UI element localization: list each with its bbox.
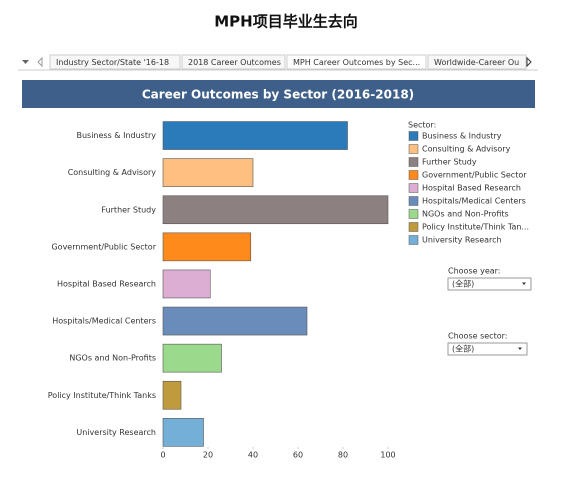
bar — [162, 418, 204, 447]
bar — [162, 306, 308, 336]
tab[interactable] — [427, 54, 527, 70]
legend-label: Policy Institute/Think Tan... — [422, 223, 529, 232]
title-banner — [22, 80, 535, 108]
y-tick-label: Hospital Based Research — [57, 279, 156, 288]
legend-swatch — [408, 144, 419, 154]
tab[interactable] — [49, 54, 181, 70]
legend-swatch — [408, 222, 419, 232]
legend-label: Hospital Based Research — [422, 184, 521, 193]
legend-swatch — [408, 131, 419, 141]
y-tick-label: University Research — [76, 428, 156, 437]
tab-label[interactable]: Worldwide-Career Ou — [434, 58, 519, 67]
tab-label[interactable]: 2018 Career Outcomes — [188, 58, 281, 67]
y-tick-label: Business & Industry — [76, 131, 156, 140]
legend-label: Hospitals/Medical Centers — [422, 197, 526, 206]
tab-next[interactable] — [526, 56, 532, 68]
legend-swatch — [408, 170, 419, 180]
legend-label: Consulting & Advisory — [422, 145, 511, 154]
y-tick-label: Further Study — [101, 205, 156, 214]
legend-swatch — [408, 209, 419, 219]
tab-prev[interactable] — [37, 56, 43, 68]
filter-value[interactable]: (全部) — [452, 279, 474, 289]
tab[interactable] — [286, 54, 427, 70]
tab[interactable] — [181, 54, 286, 70]
bar — [162, 232, 252, 262]
legend-label: University Research — [422, 236, 502, 245]
bar — [162, 380, 182, 410]
y-tick-label: Policy Institute/Think Tanks — [48, 391, 156, 400]
chart-title: Career Outcomes by Sector (2016-2018) — [142, 88, 414, 102]
legend-label: Business & Industry — [422, 132, 502, 141]
filter-dropdown[interactable] — [447, 342, 528, 356]
legend-label: Further Study — [422, 158, 477, 167]
legend-swatch — [408, 157, 419, 167]
bar — [162, 195, 389, 225]
filter-label: Choose sector: — [448, 332, 507, 341]
filter-dropdown[interactable] — [447, 277, 532, 291]
x-tick-label: 100 — [380, 451, 395, 460]
y-tick-label: NGOs and Non-Profits — [69, 354, 156, 363]
dropdown-arrow[interactable] — [518, 347, 522, 351]
y-tick-label: Hospitals/Medical Centers — [52, 317, 156, 326]
legend-title: Sector: — [408, 121, 436, 130]
bar — [162, 121, 348, 150]
tab-label[interactable]: MPH Career Outcomes by Sec... — [293, 58, 420, 67]
bar — [162, 269, 211, 299]
x-tick-label: 80 — [338, 451, 348, 460]
bar — [162, 343, 222, 373]
legend-label: NGOs and Non-Profits — [422, 210, 509, 219]
dropdown-arrow[interactable] — [522, 282, 526, 286]
legend-swatch — [408, 235, 419, 245]
x-tick-label: 40 — [248, 451, 258, 460]
x-tick-label: 0 — [160, 451, 165, 460]
filter-label: Choose year: — [448, 267, 500, 276]
legend-label: Government/Public Sector — [422, 171, 527, 180]
legend-swatch — [408, 196, 419, 206]
page-title: MPH项目毕业生去向 — [214, 13, 357, 31]
tab-menu-arrow[interactable] — [22, 60, 29, 64]
y-tick-label: Consulting & Advisory — [68, 168, 157, 177]
x-tick-label: 20 — [203, 451, 213, 460]
legend-swatch — [408, 183, 419, 193]
y-tick-label: Government/Public Sector — [51, 242, 156, 251]
tab-label[interactable]: Industry Sector/State '16-18 — [56, 58, 169, 67]
filter-value[interactable]: (全部) — [452, 344, 474, 354]
bar — [162, 158, 254, 187]
x-tick-label: 60 — [293, 451, 303, 460]
tab-bar — [18, 56, 538, 71]
